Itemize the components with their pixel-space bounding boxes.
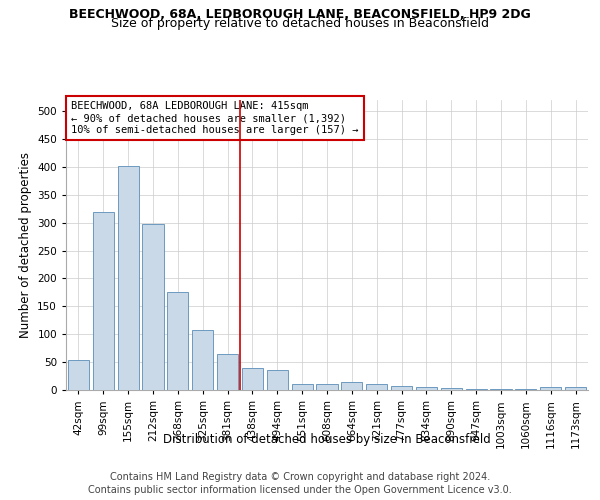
Bar [416,387,437,390]
Bar [316,384,338,390]
Bar [68,360,89,390]
Bar [192,330,213,390]
Y-axis label: Number of detached properties: Number of detached properties [19,152,32,338]
Text: Contains public sector information licensed under the Open Government Licence v3: Contains public sector information licen… [88,485,512,495]
Bar [341,382,362,390]
Bar [366,384,387,390]
Bar [391,386,412,390]
Bar [292,384,313,390]
Text: BEECHWOOD, 68A LEDBOROUGH LANE: 415sqm
← 90% of detached houses are smaller (1,3: BEECHWOOD, 68A LEDBOROUGH LANE: 415sqm ←… [71,102,359,134]
Bar [540,387,561,390]
Bar [93,212,114,390]
Bar [118,166,139,390]
Bar [142,224,164,390]
Bar [267,370,288,390]
Bar [217,354,238,390]
Text: Contains HM Land Registry data © Crown copyright and database right 2024.: Contains HM Land Registry data © Crown c… [110,472,490,482]
Bar [565,386,586,390]
Bar [167,292,188,390]
Bar [441,388,462,390]
Bar [242,368,263,390]
Text: BEECHWOOD, 68A, LEDBOROUGH LANE, BEACONSFIELD, HP9 2DG: BEECHWOOD, 68A, LEDBOROUGH LANE, BEACONS… [69,8,531,20]
Text: Size of property relative to detached houses in Beaconsfield: Size of property relative to detached ho… [111,18,489,30]
Text: Distribution of detached houses by size in Beaconsfield: Distribution of detached houses by size … [163,432,491,446]
